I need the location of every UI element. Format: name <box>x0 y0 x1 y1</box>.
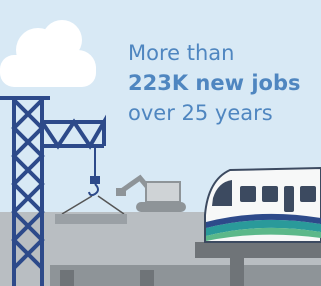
hanging-slab <box>55 214 127 224</box>
pillar <box>230 258 244 286</box>
base-structure <box>50 265 321 286</box>
headline-line: More than <box>128 41 234 65</box>
headline-line: 223K new jobs <box>128 71 300 95</box>
page: More than 223K new jobs over 25 years ((… <box>0 0 321 286</box>
rail-deck <box>195 242 321 258</box>
illustration: More than 223K new jobs over 25 years <box>0 0 321 286</box>
pillar <box>140 270 154 286</box>
pillar <box>60 270 74 286</box>
crane-hook <box>90 176 100 184</box>
headline-line: over 25 years <box>128 101 273 125</box>
train <box>205 168 321 242</box>
